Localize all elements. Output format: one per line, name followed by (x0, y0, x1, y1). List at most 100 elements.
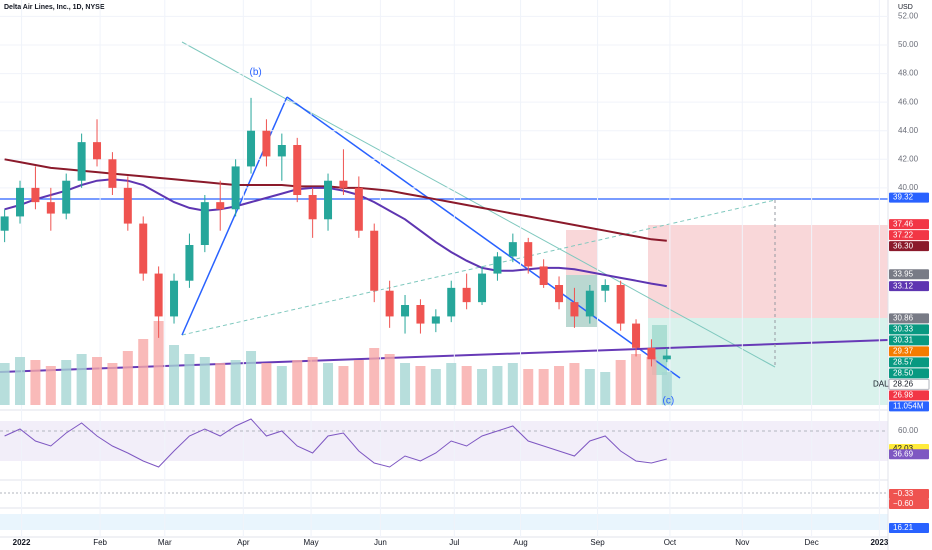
candle-body (385, 290, 394, 317)
candle-body (339, 180, 348, 188)
candle-body (632, 323, 641, 348)
price-tag (889, 269, 929, 280)
candle-body (293, 145, 302, 195)
short-box (648, 225, 888, 318)
candle-body (370, 230, 379, 291)
candle-body (62, 180, 71, 214)
price-tag (889, 219, 929, 230)
candle-body (478, 273, 487, 303)
candle-body (508, 242, 517, 257)
y-tick-label: 52.00 (898, 12, 919, 21)
candle-body (431, 316, 440, 324)
candle-body (662, 355, 671, 360)
trend-line (286, 96, 681, 379)
y-tick-label: 42.00 (898, 154, 919, 163)
volume-bar (323, 363, 334, 405)
candle-body (462, 287, 471, 303)
candle-body (493, 256, 502, 274)
candle-body (354, 187, 363, 231)
candle-body (570, 302, 579, 317)
y-tick-label: 46.00 (898, 97, 919, 106)
candle-body (601, 285, 610, 291)
currency-label: USD (898, 4, 913, 11)
volume-bar (554, 366, 565, 405)
volume-bar (600, 372, 611, 405)
volume-bar (30, 360, 41, 405)
volume-bar (169, 345, 180, 405)
price-tag-label: 33.12 (893, 281, 914, 290)
volume-bar (477, 369, 488, 405)
price-tag-label: 30.33 (893, 325, 914, 334)
volume-bar (461, 366, 472, 405)
volume-bar (292, 360, 303, 405)
candle-body (216, 202, 225, 210)
volume-bar (92, 357, 103, 405)
y-tick-label: 44.00 (898, 126, 919, 135)
volume-bar (307, 357, 318, 405)
volume-bar (615, 360, 626, 405)
macd-tag-label: −0.60 (893, 499, 914, 508)
price-tag (889, 281, 929, 292)
rsi-line (4, 418, 667, 468)
wave-label: (b) (250, 67, 262, 78)
candle-body (16, 187, 25, 217)
candle-body (555, 285, 564, 303)
trend-line (181, 199, 776, 336)
long-box (648, 318, 888, 405)
candle-body (447, 287, 456, 317)
candle-body (616, 285, 625, 324)
price-tag-label: 29.37 (893, 347, 914, 356)
rsi-tick-label: 60.00 (898, 426, 919, 435)
volume-bar (538, 369, 549, 405)
volume-bar (184, 354, 195, 405)
candle-body (277, 145, 286, 157)
volume-bar (353, 360, 364, 405)
macd-tag (889, 489, 929, 499)
volume-bar (400, 363, 411, 405)
price-tag (889, 390, 929, 401)
macd-tag (889, 499, 929, 509)
volume-bar (492, 366, 503, 405)
candle-body (262, 130, 271, 157)
x-tick-label: Oct (664, 538, 677, 547)
candle-body (200, 202, 209, 245)
volume-bar (646, 357, 657, 405)
price-tag (889, 241, 929, 252)
candle-body (170, 280, 179, 317)
price-tag-label: 37.22 (893, 230, 914, 239)
price-tag (889, 368, 929, 379)
candle-body (585, 290, 594, 317)
x-tick-label: Sep (590, 538, 605, 547)
stoch-tag (889, 523, 929, 533)
price-tag (889, 335, 929, 346)
stoch-band (0, 514, 888, 530)
price-tag (888, 378, 930, 390)
volume-bar (76, 354, 87, 405)
volume-bar (215, 363, 226, 405)
candle-body (308, 195, 317, 220)
rsi-tag-label: 36.69 (893, 449, 914, 458)
volume-bar (584, 369, 595, 405)
y-tick-label: 50.00 (898, 40, 919, 49)
volume-bar (138, 339, 149, 405)
x-tick-label: Mar (158, 538, 172, 547)
volume-bar (0, 363, 10, 405)
price-tag-label: 28.57 (893, 358, 914, 367)
volume-bar (15, 357, 26, 405)
volume-tag-label: 11.054M (893, 402, 924, 411)
x-tick-label: May (304, 538, 319, 547)
price-tag-label: 30.31 (893, 336, 914, 345)
price-tag-label: 28.50 (893, 369, 914, 378)
candle-body (524, 242, 533, 267)
candle-body (539, 266, 548, 285)
volume-bar (507, 363, 518, 405)
volume-bar (384, 354, 395, 405)
volume-bar (276, 366, 287, 405)
trend-line (181, 41, 776, 368)
volume-bar (569, 363, 580, 405)
volume-bar (430, 369, 441, 405)
volume-tag (889, 401, 929, 412)
rsi-band (0, 421, 888, 461)
x-tick-label: Jul (449, 538, 459, 547)
